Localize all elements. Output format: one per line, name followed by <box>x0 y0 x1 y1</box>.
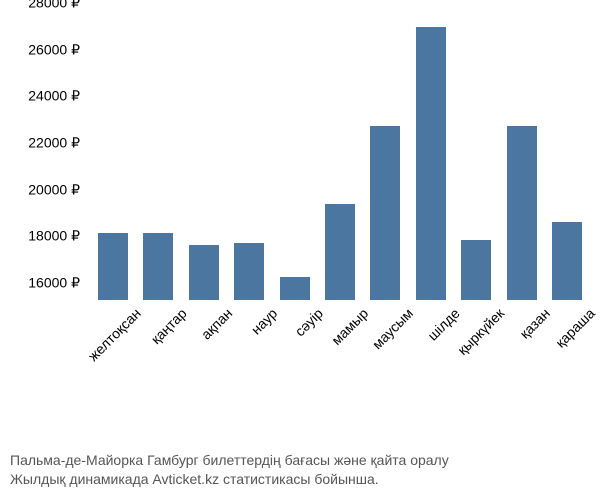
x-tick-label: маусым <box>369 305 416 352</box>
bar <box>143 233 173 300</box>
y-tick-label: 28000 ₽ <box>28 0 80 12</box>
y-axis: 16000 ₽ 18000 ₽ 20000 ₽ 22000 ₽ 24000 ₽ 26000… <box>0 20 85 300</box>
chart-caption: Пальма-де-Майорка Гамбург билеттердің ба… <box>0 451 600 490</box>
bar <box>507 126 537 300</box>
x-tick-label: мамыр <box>328 305 371 348</box>
x-tick-label: қараша <box>552 305 598 351</box>
chart-container: 16000 ₽ 18000 ₽ 20000 ₽ 22000 ₽ 24000 ₽ 26000… <box>0 0 600 500</box>
y-tick-label: 20000 ₽ <box>28 181 80 198</box>
x-tick-label: сәуір <box>291 305 325 339</box>
bar <box>98 233 128 300</box>
x-axis: желтоқсанқаңтарақпаннаурсәуірмамырмаусым… <box>90 305 590 425</box>
y-tick-label: 22000 ₽ <box>28 135 80 152</box>
bar <box>461 240 491 300</box>
y-tick-label: 18000 ₽ <box>28 228 80 245</box>
y-tick-label: 16000 ₽ <box>28 275 80 292</box>
x-tick-label: желтоқсан <box>85 305 144 364</box>
bar <box>325 204 355 300</box>
y-tick-label: 24000 ₽ <box>28 88 80 105</box>
y-tick-label: 26000 ₽ <box>28 41 80 58</box>
x-tick-label: қыркүйек <box>455 305 508 358</box>
caption-line1: Пальма-де-Майорка Гамбург билеттердің ба… <box>10 451 600 471</box>
bar <box>370 126 400 300</box>
x-tick-label: шілде <box>424 305 463 344</box>
x-labels-group: желтоқсанқаңтарақпаннаурсәуірмамырмаусым… <box>90 305 590 425</box>
x-tick-label: ақпан <box>197 305 234 342</box>
x-tick-label: қазан <box>516 305 553 342</box>
bars-group <box>90 20 590 300</box>
bar <box>234 243 264 300</box>
plot-area <box>90 20 590 300</box>
bar <box>280 277 310 300</box>
bar <box>416 27 446 300</box>
bar <box>552 222 582 300</box>
bar <box>189 245 219 300</box>
x-tick-label: қаңтар <box>148 305 190 347</box>
caption-line2: Жылдық динамикада Avticket.kz статистика… <box>10 470 600 490</box>
x-tick-label: наур <box>248 305 281 338</box>
